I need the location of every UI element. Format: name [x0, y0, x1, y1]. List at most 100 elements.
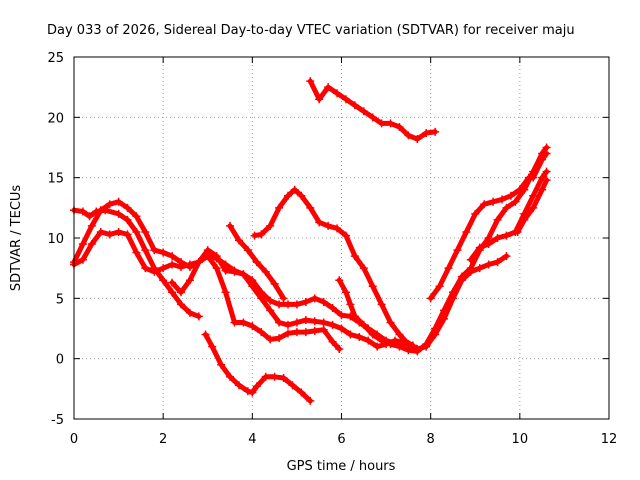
data-point — [529, 173, 538, 182]
data-point — [168, 252, 177, 261]
data-point — [310, 294, 319, 303]
data-point — [257, 230, 266, 239]
data-point — [493, 215, 502, 224]
data-point — [270, 279, 279, 288]
data-point — [279, 294, 288, 303]
data-point — [203, 246, 212, 255]
data-point — [328, 320, 337, 329]
data-point — [306, 396, 315, 405]
data-point — [335, 345, 344, 354]
data-point — [159, 264, 168, 273]
data-point — [306, 77, 315, 86]
data-point — [448, 288, 457, 297]
series-line-track-6 — [203, 332, 313, 404]
data-point — [373, 342, 382, 351]
data-point — [123, 215, 132, 224]
series-line-track-11 — [468, 169, 550, 263]
data-point — [350, 101, 359, 110]
data-point — [230, 267, 239, 276]
data-point — [422, 340, 431, 349]
data-point — [212, 252, 221, 261]
data-point — [462, 227, 471, 236]
data-point — [168, 288, 177, 297]
data-point — [234, 381, 243, 390]
data-point — [226, 372, 235, 381]
data-point — [141, 264, 150, 273]
data-point — [266, 306, 275, 315]
data-point — [513, 227, 522, 236]
data-point — [301, 316, 310, 325]
x-tick-label: 10 — [512, 432, 529, 447]
data-point — [261, 267, 270, 276]
data-point — [114, 227, 123, 236]
data-point — [386, 340, 395, 349]
data-point — [431, 324, 440, 333]
y-tick-label: 25 — [47, 51, 64, 66]
data-point — [270, 372, 279, 381]
data-point — [359, 320, 368, 329]
data-point — [350, 252, 359, 261]
data-point — [315, 218, 324, 227]
data-point — [341, 95, 350, 104]
data-point — [310, 326, 319, 335]
x-axis-label: GPS time / hours — [287, 459, 396, 474]
series-line-track-8 — [307, 78, 438, 142]
data-point — [502, 231, 511, 240]
x-tick-label: 12 — [601, 432, 618, 447]
data-point — [243, 246, 252, 255]
data-point — [105, 230, 114, 239]
data-point — [324, 221, 333, 230]
data-point — [364, 336, 373, 345]
data-point — [194, 258, 203, 267]
data-point — [275, 203, 284, 212]
data-point — [359, 264, 368, 273]
series-layer — [70, 77, 551, 405]
data-point — [431, 127, 440, 136]
data-point — [78, 240, 87, 249]
data-point — [350, 312, 359, 321]
data-point — [475, 264, 484, 273]
data-point — [520, 215, 529, 224]
data-point — [395, 342, 404, 351]
data-point — [168, 278, 177, 287]
data-point — [404, 131, 413, 140]
data-point — [185, 276, 194, 285]
data-point — [498, 195, 506, 204]
data-point — [261, 372, 270, 381]
data-point — [208, 342, 217, 351]
data-point — [444, 264, 453, 273]
data-point — [194, 312, 203, 321]
data-point — [248, 322, 257, 331]
data-point — [368, 330, 377, 339]
data-point — [159, 276, 168, 285]
data-point — [257, 294, 266, 303]
data-point — [266, 335, 275, 344]
data-point — [395, 122, 404, 131]
data-point — [542, 167, 551, 176]
data-point — [105, 200, 114, 209]
data-point — [355, 332, 364, 341]
data-point — [315, 95, 324, 104]
data-point — [226, 221, 235, 230]
data-point — [404, 346, 413, 355]
data-point — [266, 221, 275, 230]
y-tick-label: -5 — [51, 413, 64, 428]
data-point — [328, 303, 337, 312]
data-point — [243, 387, 252, 396]
data-point — [297, 191, 306, 200]
data-point — [466, 264, 475, 273]
data-point — [284, 300, 292, 309]
data-point — [78, 207, 87, 216]
data-point — [359, 107, 368, 116]
data-point — [413, 135, 422, 144]
data-point — [341, 231, 350, 240]
data-point — [484, 240, 493, 249]
data-point — [435, 282, 444, 291]
data-point — [515, 185, 524, 194]
data-point — [301, 297, 310, 306]
data-point — [85, 212, 94, 221]
data-point — [346, 330, 355, 339]
data-point — [248, 282, 257, 291]
data-point — [221, 288, 230, 297]
data-point — [201, 330, 210, 339]
